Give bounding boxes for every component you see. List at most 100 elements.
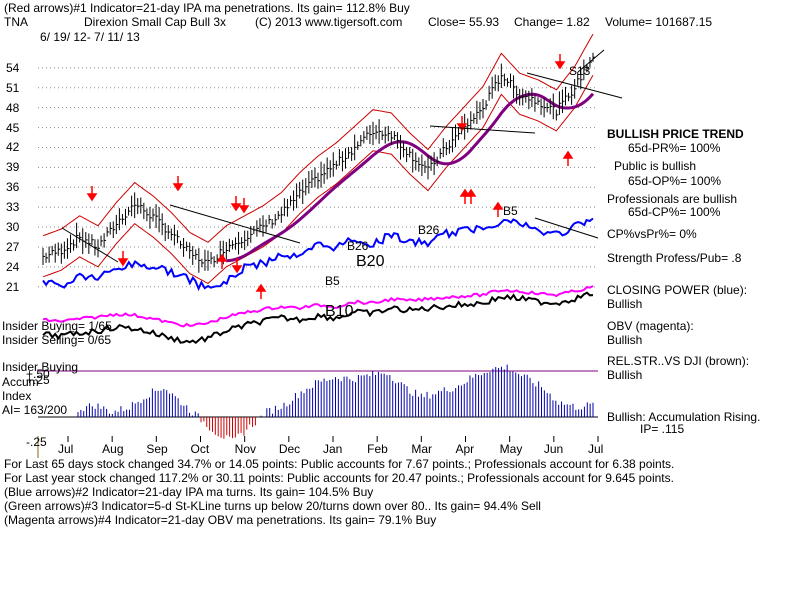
copyright: (C) 2013 www.tigersoft.com [255,15,403,29]
x-tick-label: Jun [543,442,564,456]
signal-arrow [86,186,98,202]
upper-band [42,33,594,243]
envelope-bands [42,33,595,285]
chart-label: B26 [418,223,440,237]
x-tick-label: Feb [367,442,388,456]
pros-status: Professionals are bullish [607,192,738,206]
obv-line [42,285,594,328]
trendline [429,125,536,134]
signal-arrow [465,188,477,204]
y-tick-label: 39 [6,160,20,175]
y-tick-label: 36 [6,180,20,195]
trendline [526,72,623,99]
signal-arrow [492,201,504,217]
trendline [577,49,605,73]
ai-value: AI= 163/200 [2,403,68,417]
closing-power-status: Bullish [607,297,643,311]
x-tick-label: Aug [102,442,124,456]
footer-line-4: (Green arrows)#3 Indicator=5-d St-KLine … [4,499,541,513]
relative-strength-line [42,291,594,344]
header-indicator-line: (Red arrows)#1 Indicator=21-day IPA ma p… [4,1,410,15]
signal-arrow [117,251,129,267]
security-name: Direxion Small Cap Bull 3x [84,15,227,29]
y-tick-label: 45 [6,120,20,135]
signal-arrow [459,188,471,204]
chart-label: B10 [325,303,354,320]
y-tick-label: 51 [6,80,20,95]
y-tick-label: 48 [6,100,20,115]
y-tick-label: 24 [6,259,20,274]
footer-line-3: (Blue arrows)#2 Indicator=21-day IPA ma … [4,485,374,499]
trendline [534,217,599,239]
pr-value: 65d-PR%= 100% [628,141,721,155]
closing-power-line [42,217,594,292]
chart-label: S13 [569,64,591,78]
x-tick-label: Apr [455,442,475,456]
chart-label: B5 [503,204,518,218]
acc-tick-mid: +.25 [26,373,50,387]
index-label: Index [2,389,32,403]
moving-average [226,92,595,263]
chart-labels: B10 B20 B5 B5 B26 B26 S13 [325,64,591,320]
x-tick-label: Jul [58,442,74,456]
public-status: Public is bullish [614,159,697,173]
y-tick-label: 27 [6,239,20,254]
op-value: 65d-OP%= 100% [628,174,722,188]
signal-arrow [255,283,267,299]
footer-line-5: (Magenta arrows)#4 Indicator=21-day OBV … [4,513,437,527]
relstr-status: Bullish [607,368,643,382]
signal-arrow [554,54,566,70]
signal-arrows [61,49,623,299]
footer-line-1: For Last 65 days stock changed 34.7% or … [4,457,675,471]
obv-status: Bullish [607,333,643,347]
insider-selling: Insider Selling= 0/65 [2,333,112,347]
cp-vs-pr: CP%vsPr%= 0% [607,227,697,241]
cp-value: 65d-CP%= 100% [628,205,721,219]
acc-tick-low: -.25 [26,435,47,449]
y-tick-label: 33 [6,200,20,215]
closing-power-label: CLOSING POWER (blue): [607,283,748,297]
footer-line-2: For Last year stock changed 117.2% or 30… [4,471,674,485]
close-value: Close= 55.93 [428,15,500,29]
x-tick-label: May [499,442,523,456]
signal-arrow [456,116,468,132]
signal-arrow [231,258,243,274]
change-value: Change= 1.82 [514,15,590,29]
chart-label: B26 [347,239,369,253]
x-tick-label: Jul [588,442,604,456]
accum-label: Accum [2,375,39,389]
obv-label: OBV (magenta): [607,319,694,333]
trend-title: BULLISH PRICE TREND [607,127,744,141]
x-tick-label: Dec [278,442,301,456]
date-range: 6/ 19/ 12- 7/ 11/ 13 [40,30,140,44]
relstr-label: REL.STR..VS DJI (brown): [607,354,750,368]
x-tick-label: Jan [323,442,343,456]
x-tick-label: Oct [190,442,210,456]
insider-buying-2: Insider Buying [2,360,79,374]
signal-arrow [238,198,250,214]
x-tick-label: Sep [146,442,168,456]
x-tick-label: Nov [234,442,256,456]
acc-tick-high: +.50 [26,367,50,381]
chart-label: B20 [356,253,385,270]
x-tick-label: Mar [411,442,432,456]
signal-arrow [172,176,184,192]
chart-label: B5 [325,274,340,288]
volume-value: Volume= 101687.15 [605,15,713,29]
y-tick-label: 42 [6,140,20,155]
y-tick-label: 30 [6,220,20,235]
signal-arrow [216,253,228,269]
accumulation-bars [38,364,598,439]
y-tick-label: 54 [6,60,20,75]
insider-buying: Insider Buying= 1/65 [2,319,112,333]
trendline [61,227,119,263]
lower-band [42,74,594,285]
signal-arrow [562,150,574,166]
accum-status: Bullish: Accumulation Rising. [607,410,761,424]
strength: Strength Profess/Pub= .8 [607,251,742,265]
signal-arrow [230,196,242,212]
ticker: TNA [4,15,28,29]
y-tick-label: 21 [6,279,20,294]
ip-value: IP= .115 [640,422,685,436]
